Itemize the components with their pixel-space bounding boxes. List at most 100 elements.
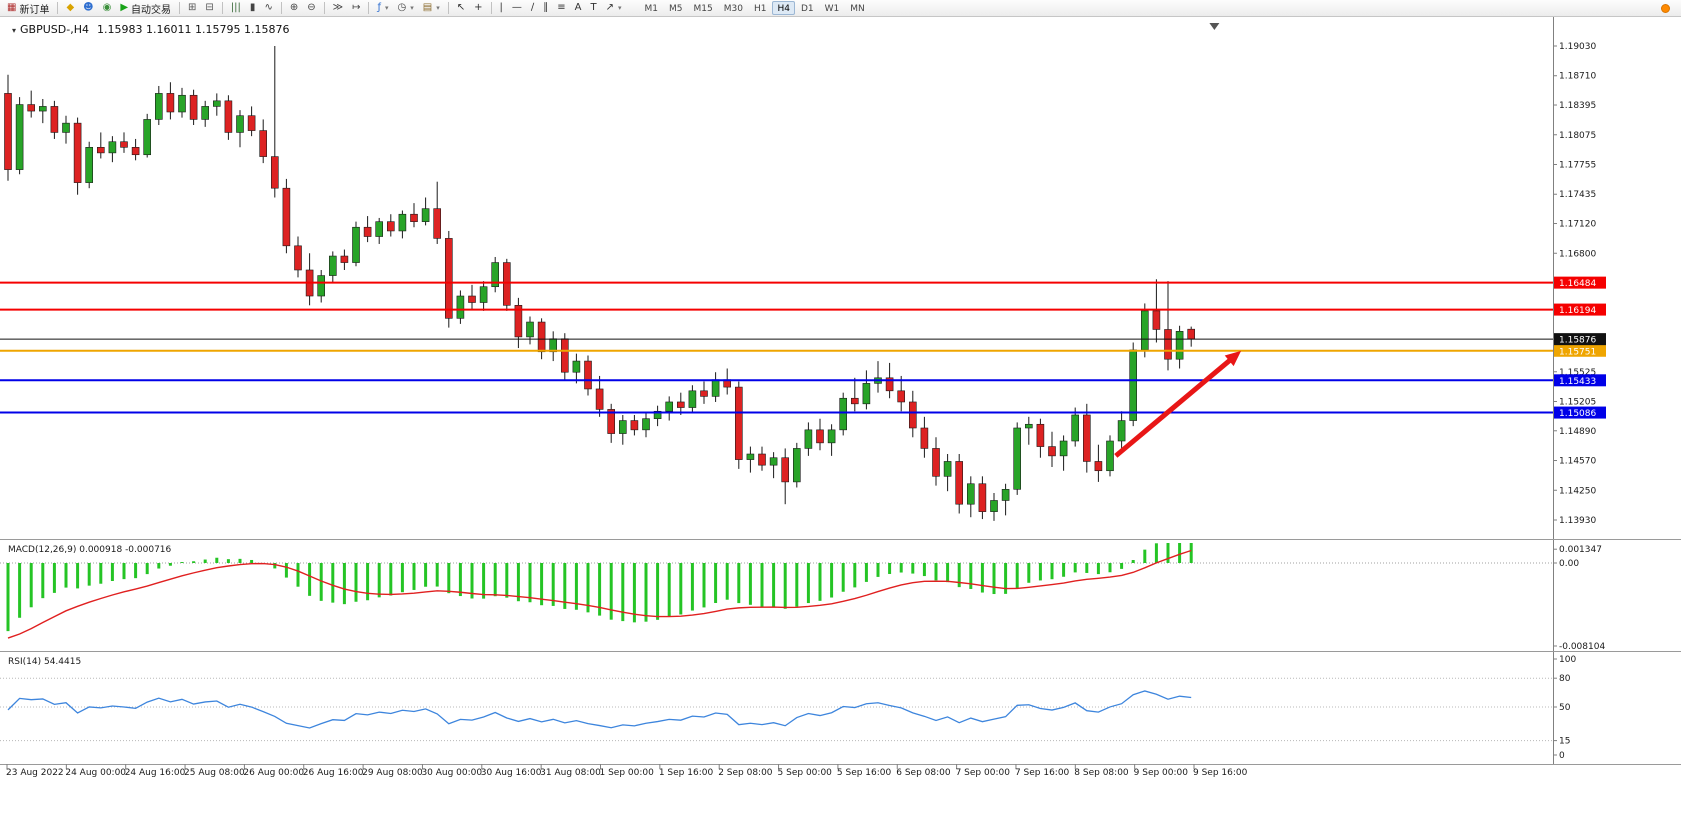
timeframe-w1-button[interactable]: W1 <box>824 4 840 14</box>
candle <box>1048 431 1056 468</box>
candle <box>1094 444 1103 482</box>
templates-button[interactable]: ▤ ▾ <box>419 1 444 16</box>
community-button[interactable]: ☻ <box>79 1 97 16</box>
candle <box>27 90 36 118</box>
rsi-axis-label: 80 <box>1559 674 1571 684</box>
autotrading-icon: ▶ <box>120 2 129 13</box>
indicators-button[interactable]: ƒ ▾ <box>373 1 392 16</box>
bar-chart-button[interactable]: ||| <box>227 1 245 16</box>
candle <box>711 372 720 402</box>
time-tick-label: 9 Sep 00:00 <box>1134 768 1189 778</box>
rsi-axis-label: 50 <box>1559 703 1571 713</box>
candle <box>317 269 326 303</box>
price-badge-1.15433: 1.15433 <box>1554 374 1606 387</box>
arrows-button[interactable]: ↗ ▾ <box>602 1 626 16</box>
new-order-button[interactable]: ▦ 新订单 <box>3 1 53 16</box>
metaeditor-button[interactable]: ◆ <box>62 1 78 16</box>
trend-arrow[interactable] <box>1114 350 1242 458</box>
macd-axis-label: -0.008104 <box>1559 642 1605 652</box>
chart-shift-marker[interactable] <box>1209 23 1220 30</box>
candle <box>897 375 906 412</box>
cascade-windows-icon: ⊟ <box>205 2 214 13</box>
trendline-button[interactable]: ∕ <box>527 1 538 16</box>
candle <box>908 390 917 438</box>
candle <box>340 249 349 270</box>
vertical-line-button[interactable]: | <box>496 1 507 16</box>
price-tick-label: 1.15205 <box>1559 398 1596 408</box>
candle <box>526 316 534 345</box>
periods-button[interactable]: ◷ ▾ <box>394 1 418 16</box>
candle <box>1175 325 1184 369</box>
candle <box>862 370 871 410</box>
time-tick-label: 7 Sep 00:00 <box>956 768 1011 778</box>
timeframe-d1-button[interactable]: D1 <box>800 4 814 14</box>
svg-text:1.15433: 1.15433 <box>1559 377 1596 387</box>
timeframe-m1-button[interactable]: M1 <box>644 4 659 14</box>
timeframe-h1-button[interactable]: H1 <box>753 4 767 14</box>
candle <box>746 446 755 473</box>
macd-axis-label: 0.00 <box>1559 559 1579 569</box>
toolbar: ▦ 新订单 ◆ ☻ ◉ ▶ 自动交易 ⊞ ⊟ ||| ▮ ∿ ⊕ ⊖ ≫ ↦ ƒ ▾ ◷ ▾ ▤ ▾ ↖ + | — ∕ ∥ ≡ A T ↗ ▾… <box>0 0 1681 17</box>
candle <box>595 375 604 417</box>
cursor-button[interactable]: ↖ <box>453 1 469 16</box>
timeframe-m30-button[interactable]: M30 <box>723 4 743 14</box>
metaeditor-icon: ◆ <box>66 2 75 13</box>
time-tick-label: 7 Sep 16:00 <box>1015 768 1070 778</box>
time-tick-label: 1 Sep 00:00 <box>600 768 655 778</box>
candle <box>213 93 221 116</box>
candle <box>386 214 395 237</box>
crosshair-button[interactable]: + <box>470 1 486 16</box>
candle <box>502 258 511 311</box>
price-axis[interactable]: 1.19030 1.18710 1.18395 1.18075 1.17755 1.174… <box>1553 42 1606 526</box>
candle <box>943 454 952 492</box>
candle <box>1001 483 1010 516</box>
tile-windows-button[interactable]: ⊞ <box>184 1 200 16</box>
candle <box>572 353 581 384</box>
candle <box>723 368 732 395</box>
channel-button[interactable]: ∥ <box>539 1 552 16</box>
cascade-windows-button[interactable]: ⊟ <box>201 1 217 16</box>
channel-icon: ∥ <box>543 2 549 13</box>
text-button[interactable]: A <box>571 1 586 16</box>
price-tick-label: 1.19030 <box>1559 42 1596 52</box>
candle <box>270 46 279 198</box>
candlestick-chart-button[interactable]: ▮ <box>246 1 260 16</box>
candle <box>143 113 151 158</box>
candle <box>421 197 430 226</box>
horizontal-line-button[interactable]: — <box>508 1 526 16</box>
price-tick-label: 1.18395 <box>1559 101 1596 111</box>
line-chart-icon: ∿ <box>264 2 273 13</box>
candle <box>1036 418 1045 458</box>
auto-scroll-button[interactable]: ≫ <box>329 1 347 16</box>
notification-icon[interactable] <box>1661 3 1670 13</box>
price-tick-label: 1.14570 <box>1559 457 1596 467</box>
price-tick-label: 1.17755 <box>1559 161 1596 171</box>
candle <box>1059 435 1068 471</box>
svg-text:1.16194: 1.16194 <box>1559 306 1596 316</box>
price-tick-label: 1.14250 <box>1559 486 1596 496</box>
help-button[interactable]: ◉ <box>99 1 116 16</box>
autotrading-button[interactable]: ▶ 自动交易 <box>116 1 175 16</box>
chart-area[interactable]: 1.19030 1.18710 1.18395 1.18075 1.17755 1.174… <box>0 17 1681 837</box>
timeframe-m5-button[interactable]: M5 <box>669 4 683 14</box>
zoom-out-button[interactable]: ⊖ <box>303 1 319 16</box>
toolbar-separator <box>221 2 223 14</box>
candle <box>352 221 360 267</box>
horizontal-line-icon: — <box>511 2 522 13</box>
line-chart-button[interactable]: ∿ <box>260 1 276 16</box>
time-tick-label: 25 Aug 08:00 <box>184 768 245 778</box>
toolbar-separator <box>447 2 449 14</box>
chart-shift-icon: ↦ <box>352 2 361 13</box>
fibonacci-button[interactable]: ≡ <box>553 1 569 16</box>
chart-shift-button[interactable]: ↦ <box>348 1 364 16</box>
candle <box>444 230 453 328</box>
timeframe-mn-button[interactable]: MN <box>850 4 865 14</box>
candle <box>108 136 117 163</box>
candle <box>305 253 314 306</box>
zoom-in-button[interactable]: ⊕ <box>286 1 302 16</box>
timeframe-m15-button[interactable]: M15 <box>693 4 713 14</box>
timeframe-h4-button[interactable]: H4 <box>772 1 795 15</box>
text-label-button[interactable]: T <box>587 1 601 16</box>
candle <box>758 446 766 471</box>
